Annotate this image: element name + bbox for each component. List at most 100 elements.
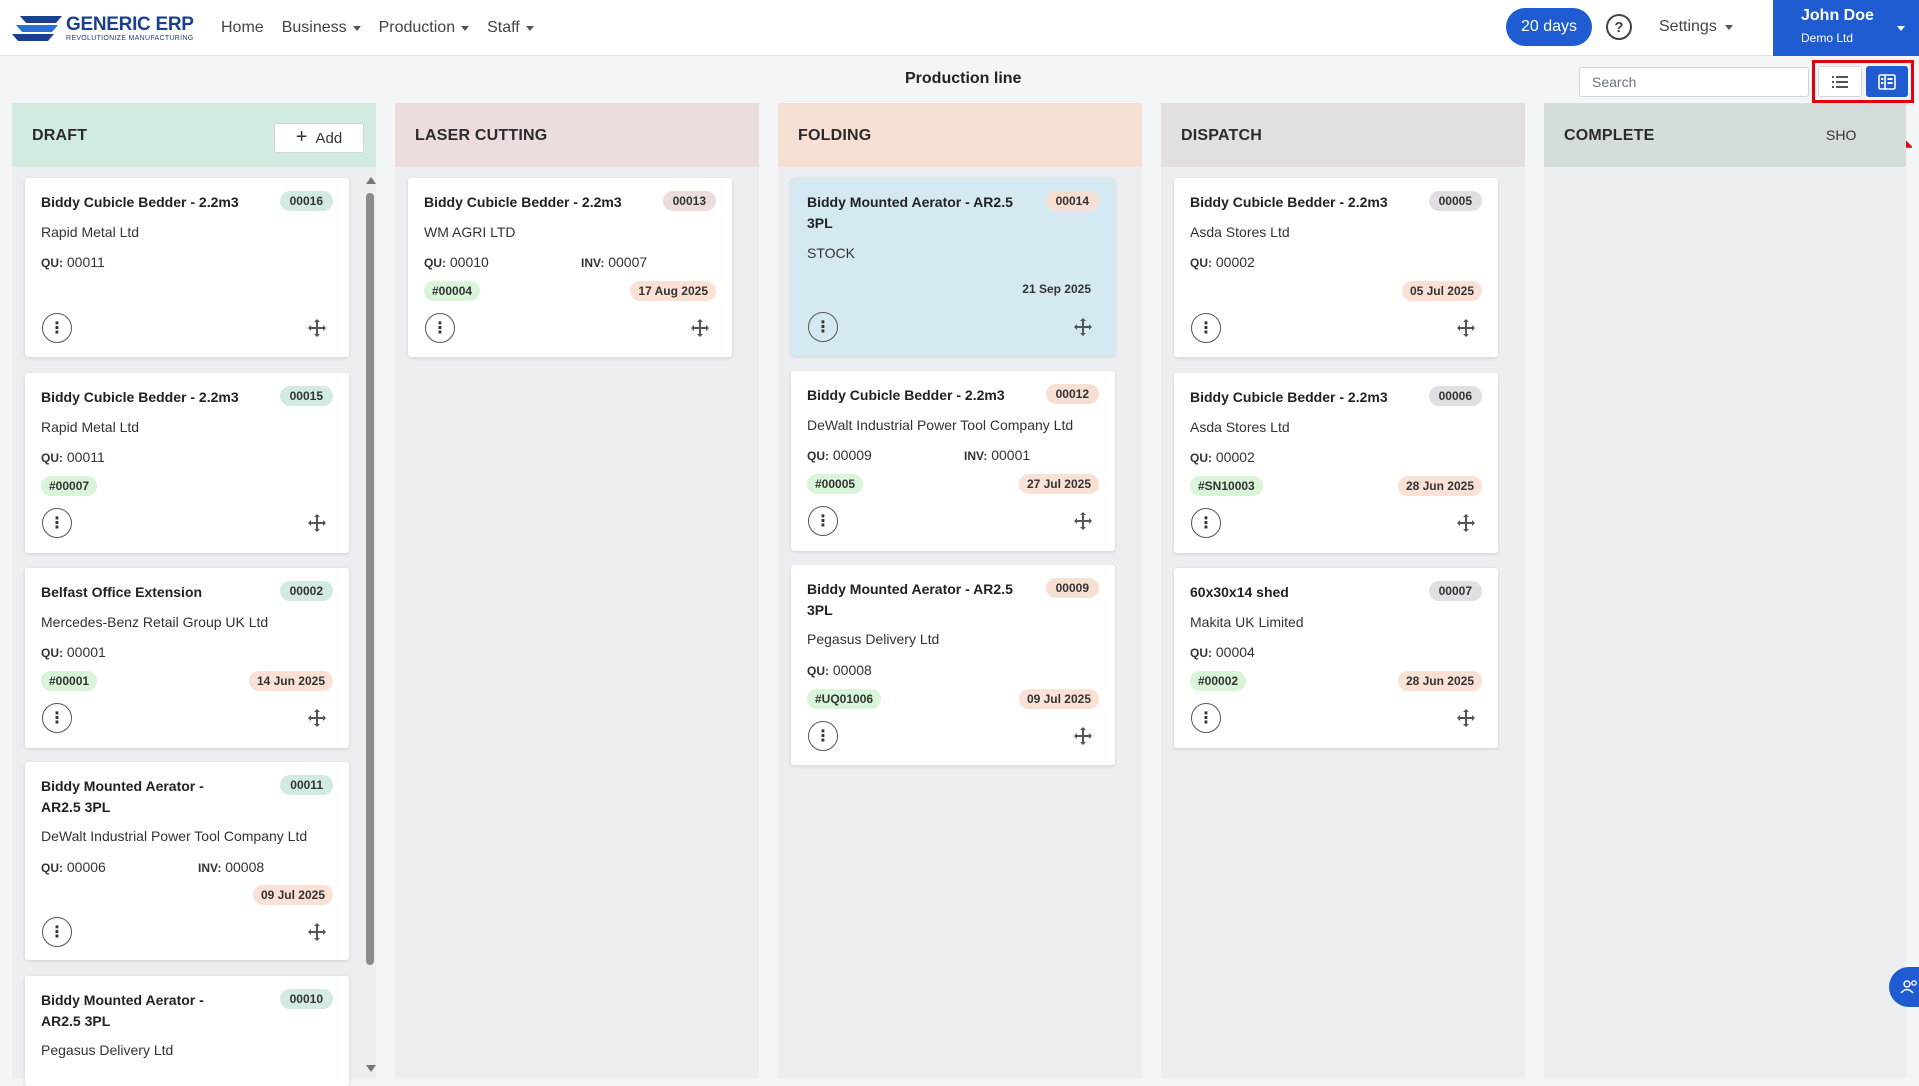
card-title: Biddy Cubicle Bedder - 2.2m3 <box>41 194 239 210</box>
add-label: Add <box>315 129 343 147</box>
search-input[interactable] <box>1579 67 1809 97</box>
move-icon[interactable] <box>307 708 327 728</box>
card-company: Rapid Metal Ltd <box>41 224 140 240</box>
move-icon[interactable] <box>307 513 327 533</box>
card-job-tag: #00001 <box>41 671 98 691</box>
card-company: WM AGRI LTD <box>424 224 516 240</box>
settings-menu[interactable]: Settings <box>1659 18 1733 36</box>
kanban-card[interactable]: Biddy Cubicle Bedder - 2.2m3 00015 Rapid… <box>25 373 349 553</box>
card-invoice: INV: 00001 <box>964 447 1031 463</box>
more-vertical-icon[interactable]: ⋮ <box>42 703 72 733</box>
more-vertical-icon[interactable]: ⋮ <box>1191 703 1221 733</box>
card-quote: QU: 00001 <box>41 644 106 660</box>
move-icon[interactable] <box>307 922 327 942</box>
show-completed-toggle[interactable]: SHO <box>1826 127 1857 143</box>
card-number-badge: 00014 <box>1045 191 1099 211</box>
card-title: Biddy Mounted Aerator - AR2.5 3PL <box>807 194 1013 231</box>
card-title: Belfast Office Extension <box>41 584 203 600</box>
more-vertical-icon[interactable]: ⋮ <box>42 917 72 947</box>
more-vertical-icon[interactable]: ⋮ <box>1191 313 1221 343</box>
more-vertical-icon[interactable]: ⋮ <box>808 721 838 751</box>
kanban-card[interactable]: Biddy Cubicle Bedder - 2.2m3 00016 Rapid… <box>25 178 349 357</box>
card-title: Biddy Mounted Aerator - AR2.5 3PL <box>41 992 204 1029</box>
scroll-thumb[interactable] <box>366 193 374 965</box>
scroll-up-icon[interactable] <box>366 177 376 184</box>
card-quote: QU: 00008 <box>807 662 872 678</box>
card-number-badge: 00013 <box>662 191 716 211</box>
move-icon[interactable] <box>1456 318 1476 338</box>
card-quote: QU: 00010 <box>424 254 489 270</box>
logo-icon <box>12 16 62 41</box>
nav-business[interactable]: Business <box>282 19 361 37</box>
settings-label: Settings <box>1659 18 1717 35</box>
list-view-button[interactable] <box>1818 66 1862 97</box>
card-title: Biddy Mounted Aerator - AR2.5 3PL <box>41 778 204 815</box>
more-vertical-icon[interactable]: ⋮ <box>42 508 72 538</box>
brand-logo[interactable]: GENERIC ERP REVOLUTIONIZE MANUFACTURING <box>12 12 202 46</box>
move-icon[interactable] <box>307 318 327 338</box>
more-vertical-icon[interactable]: ⋮ <box>42 313 72 343</box>
nav-staff-label: Staff <box>487 19 520 36</box>
column-header: LASER CUTTING <box>395 103 759 167</box>
chevron-down-icon <box>525 25 534 31</box>
kanban-card[interactable]: Biddy Mounted Aerator - AR2.5 3PL 00011 D… <box>25 762 349 960</box>
nav-home[interactable]: Home <box>221 19 264 37</box>
card-company: Asda Stores Ltd <box>1190 224 1290 240</box>
kanban-card[interactable]: Biddy Mounted Aerator - AR2.5 3PL 00010 P… <box>25 976 349 1086</box>
chat-widget-button[interactable] <box>1889 967 1919 1007</box>
move-icon[interactable] <box>1073 317 1093 337</box>
card-number-badge: 00006 <box>1428 386 1482 406</box>
user-menu[interactable]: John Doe Demo Ltd <box>1773 0 1919 56</box>
card-quote: QU: 00004 <box>1190 644 1255 660</box>
move-icon[interactable] <box>1073 726 1093 746</box>
add-card-button[interactable]: + Add <box>274 123 364 153</box>
card-company: Rapid Metal Ltd <box>41 419 140 435</box>
card-due-date: 28 Jun 2025 <box>1397 671 1482 691</box>
column-header: DISPATCH <box>1161 103 1525 167</box>
kanban-card[interactable]: 60x30x14 shed 00007 Makita UK Limited QU… <box>1174 568 1498 748</box>
kanban-card[interactable]: Biddy Cubicle Bedder - 2.2m3 00005 Asda … <box>1174 178 1498 357</box>
more-vertical-icon[interactable]: ⋮ <box>808 506 838 536</box>
nav-staff[interactable]: Staff <box>487 19 534 37</box>
column-folding: FOLDING Biddy Mounted Aerator - AR2.5 3PL… <box>778 103 1142 1079</box>
more-vertical-icon[interactable]: ⋮ <box>425 313 455 343</box>
chevron-down-icon <box>1897 26 1905 31</box>
more-vertical-icon[interactable]: ⋮ <box>808 312 838 342</box>
more-vertical-icon[interactable]: ⋮ <box>1191 508 1221 538</box>
top-navbar: GENERIC ERP REVOLUTIONIZE MANUFACTURING … <box>0 0 1919 56</box>
kanban-card[interactable]: Biddy Mounted Aerator - AR2.5 3PL 00009 P… <box>791 565 1115 765</box>
card-job-tag: #00002 <box>1190 671 1247 691</box>
kanban-card[interactable]: Biddy Cubicle Bedder - 2.2m3 00013 WM AG… <box>408 178 732 357</box>
column-scrollbar[interactable] <box>364 175 376 1079</box>
kanban-card-selected[interactable]: Biddy Mounted Aerator - AR2.5 3PL 00014 S… <box>791 178 1115 356</box>
users-icon <box>1900 980 1917 994</box>
card-job-tag: #SN10003 <box>1190 476 1263 496</box>
column-title: FOLDING <box>798 127 872 144</box>
card-invoice: INV: 00007 <box>581 254 648 270</box>
nav-production[interactable]: Production <box>379 19 470 37</box>
card-company: STOCK <box>807 245 855 261</box>
card-due-date: 09 Jul 2025 <box>252 885 333 905</box>
column-title: LASER CUTTING <box>415 127 548 144</box>
card-number-badge: 00007 <box>1428 581 1482 601</box>
card-job-tag: #00005 <box>807 474 864 494</box>
card-company: Pegasus Delivery Ltd <box>41 1042 174 1058</box>
card-job-tag: #UQ01006 <box>807 689 882 709</box>
move-icon[interactable] <box>690 318 710 338</box>
card-number-badge: 00011 <box>280 775 333 795</box>
kanban-card[interactable]: Biddy Cubicle Bedder - 2.2m3 00006 Asda … <box>1174 373 1498 553</box>
kanban-card[interactable]: Belfast Office Extension 00002 Mercedes-… <box>25 568 349 748</box>
board-view-button[interactable] <box>1866 66 1908 97</box>
column-header: FOLDING <box>778 103 1142 167</box>
move-icon[interactable] <box>1456 708 1476 728</box>
trial-days-button[interactable]: 20 days <box>1506 8 1592 46</box>
help-icon[interactable]: ? <box>1606 14 1632 40</box>
card-title: Biddy Cubicle Bedder - 2.2m3 <box>807 387 1005 403</box>
brand-name: GENERIC ERP <box>66 14 194 35</box>
scroll-down-icon[interactable] <box>366 1065 376 1072</box>
kanban-card[interactable]: Biddy Cubicle Bedder - 2.2m3 00012 DeWal… <box>791 371 1115 551</box>
card-title: 60x30x14 shed <box>1190 584 1289 600</box>
move-icon[interactable] <box>1456 513 1476 533</box>
move-icon[interactable] <box>1073 511 1093 531</box>
card-due-date: 21 Sep 2025 <box>1022 282 1091 296</box>
